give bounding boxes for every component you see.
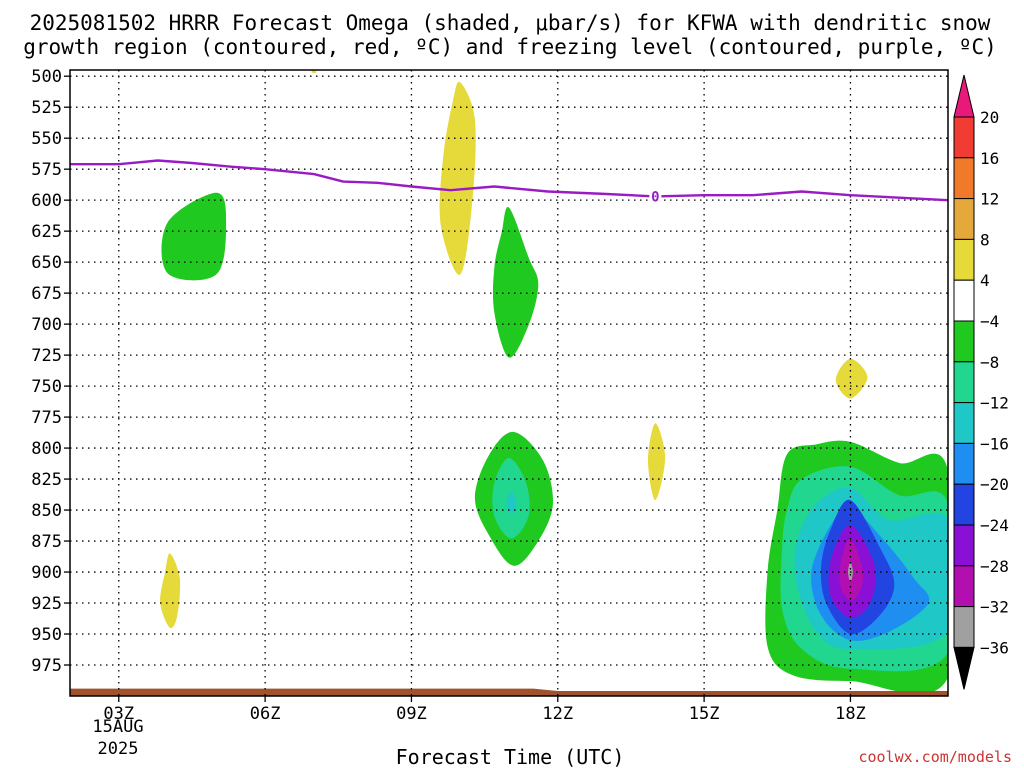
y-tick-label-800: 800 <box>31 439 62 459</box>
colorbar-label-7: −12 <box>980 394 1009 413</box>
omega-region-5 <box>161 192 227 281</box>
colorbar-label-5: −4 <box>980 312 999 331</box>
colorbar-label-12: −32 <box>980 598 1009 617</box>
omega-region-9 <box>506 491 517 514</box>
date-label-day: 15AUG <box>92 717 143 737</box>
omega-region-6 <box>492 207 539 358</box>
y-tick-label-500: 500 <box>31 67 62 87</box>
colorbar-label-1: 16 <box>980 149 999 168</box>
colorbar-label-13: −36 <box>980 638 1009 657</box>
y-tick-label-525: 525 <box>31 98 62 118</box>
colorbar-label-2: 12 <box>980 190 999 209</box>
y-tick-label-750: 750 <box>31 377 62 397</box>
y-tick-label-925: 925 <box>31 594 62 614</box>
terrain-surface <box>70 688 948 696</box>
date-label-year: 2025 <box>98 739 139 759</box>
plot-frame <box>69 69 949 697</box>
colorbar-bin-8 <box>953 402 975 444</box>
colorbar-bin-11 <box>953 524 975 567</box>
y-tick-label-600: 600 <box>31 191 62 211</box>
colorbar-bin-13 <box>953 606 975 648</box>
colorbar-bin-5 <box>953 279 975 322</box>
colorbar-top-arrow <box>953 74 975 118</box>
colorbar-bottom-arrow <box>953 646 975 690</box>
y-tick-label-775: 775 <box>31 408 62 428</box>
colorbar-bin-4 <box>953 238 975 281</box>
y-tick-label-850: 850 <box>31 501 62 521</box>
x-tick-label-6: 06Z <box>250 704 281 724</box>
grid <box>70 70 948 696</box>
colorbar-bin-10 <box>953 483 975 526</box>
y-axis: 500 525 550 575 600 625 650 675 700 725 750 775 800 8… <box>31 67 70 676</box>
y-tick-label-550: 550 <box>31 129 62 149</box>
colorbar-bin-7 <box>953 361 975 404</box>
colorbar-bin-2 <box>953 157 975 200</box>
colorbar-label-8: −16 <box>980 434 1009 453</box>
y-tick-label-700: 700 <box>31 315 62 335</box>
x-tick-label-18: 18Z <box>835 704 866 724</box>
colorbar-label-6: −8 <box>980 353 999 372</box>
x-tick-label-9: 09Z <box>396 704 427 724</box>
colorbar-label-9: −20 <box>980 475 1009 494</box>
colorbar-bin-3 <box>953 198 975 240</box>
y-tick-label-900: 900 <box>31 563 62 583</box>
terrain-layer <box>70 688 948 696</box>
colorbar: 20 16 12 8 4 −4 −8 −12 −16 −20 −24 −28 −32 −36 <box>953 74 1009 690</box>
y-tick-label-675: 675 <box>31 284 62 304</box>
colorbar-bin-9 <box>953 442 975 485</box>
y-tick-label-650: 650 <box>31 253 62 273</box>
omega-shading <box>160 70 948 695</box>
x-axis-label: Forecast Time (UTC) <box>396 745 625 768</box>
y-tick-label-625: 625 <box>31 222 62 242</box>
colorbar-label-0: 20 <box>980 108 999 127</box>
chart-title-line2: growth region (contoured, red, ºC) and f… <box>23 35 997 59</box>
x-axis: 03Z 06Z 09Z 12Z 15Z 18Z <box>103 696 866 724</box>
colorbar-bin-1 <box>953 116 975 159</box>
colorbar-label-11: −28 <box>980 557 1009 576</box>
y-tick-label-975: 975 <box>31 656 62 676</box>
colorbar-bin-12 <box>953 565 975 608</box>
omega-region-4 <box>835 358 868 399</box>
freezing-level-layer: 0 <box>70 159 948 205</box>
colorbar-label-4: 4 <box>980 271 990 290</box>
x-tick-label-3: 03Z <box>103 704 134 724</box>
freezing-level-label-bg <box>649 188 662 204</box>
y-tick-label-950: 950 <box>31 625 62 645</box>
chart-title-line1: 2025081502 HRRR Forecast Omega (shaded, … <box>30 11 991 35</box>
freezing-level-line <box>70 159 948 202</box>
freezing-level-label: 0 <box>651 189 659 205</box>
colorbar-label-3: 8 <box>980 230 990 249</box>
omega-region-0 <box>439 81 476 275</box>
colorbar-bin-6 <box>953 320 975 363</box>
x-tick-label-15: 15Z <box>689 704 720 724</box>
colorbar-label-10: −24 <box>980 516 1009 535</box>
y-tick-label-575: 575 <box>31 160 62 180</box>
x-tick-label-12: 12Z <box>542 704 573 724</box>
y-tick-label-875: 875 <box>31 532 62 552</box>
y-tick-label-725: 725 <box>31 346 62 366</box>
credit-text: coolwx.com/models <box>858 748 1012 766</box>
y-tick-label-825: 825 <box>31 470 62 490</box>
omega-region-3 <box>648 423 666 501</box>
omega-region-2 <box>160 553 181 629</box>
